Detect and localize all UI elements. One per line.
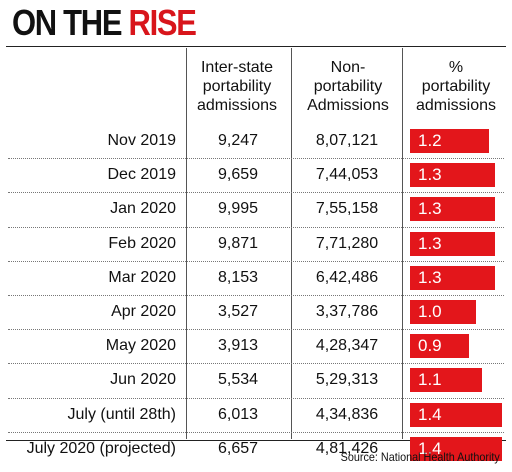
row-interstate-value: 9,871 [217, 234, 259, 252]
row-interstate-value: 9,995 [217, 200, 259, 218]
percent-bar [410, 334, 470, 359]
percent-bar [410, 300, 476, 324]
chart-title: ON THE RISE [12, 2, 197, 43]
header-interstate: Inter-state portability admissions [184, 58, 290, 115]
header-percent: % portability admissions [404, 58, 508, 115]
percent-bar [410, 368, 483, 393]
row-non-portability-value: 7,71,280 [315, 234, 379, 252]
row-separator [8, 329, 504, 331]
source-note: Source: National Health Authority [340, 450, 500, 464]
header-interstate-line-2: portability [202, 78, 272, 95]
header-percent-line-2: portability [421, 78, 491, 95]
row-non-portability-value: 7,55,158 [315, 200, 379, 218]
column-divider-1 [186, 48, 187, 439]
row-interstate-value: 8,153 [217, 268, 259, 286]
percent-bar-label: 1.3 [418, 267, 442, 287]
row-non-portability-value: 8,07,121 [315, 132, 379, 149]
percent-bar-label: 1.0 [418, 302, 442, 321]
row-non-portability-value: 4,81,426 [315, 439, 379, 457]
header-interstate-line-1: Inter-state [200, 59, 274, 76]
title-part-2: RISE [128, 2, 197, 43]
header-non-portability-line-2: portability [313, 78, 383, 95]
percent-bar-label: 1.4 [418, 404, 442, 424]
row-month: Mar 2020 [108, 268, 176, 286]
percent-bar-label: 1.1 [418, 370, 442, 390]
row-non-portability-value: 5,29,313 [315, 371, 379, 389]
row-non-portability-value: 3,37,786 [315, 303, 379, 320]
row-separator [8, 397, 504, 399]
row-separator [8, 431, 504, 433]
percent-bar-label: 1.4 [418, 438, 442, 458]
header-non-portability: Non- portability Admissions [294, 58, 402, 115]
percent-bar-label: 1.2 [418, 131, 442, 150]
row-interstate-value: 6,657 [217, 439, 259, 457]
row-non-portability-value: 7,44,053 [315, 166, 379, 184]
row-month: July 2020 (projected) [26, 439, 176, 457]
row-non-portability-value: 4,28,347 [315, 337, 379, 355]
percent-bar [410, 197, 496, 222]
row-month: Jun 2020 [110, 371, 176, 389]
percent-bar-label: 1.3 [418, 233, 442, 253]
row-month: Dec 2019 [107, 166, 177, 184]
column-divider-3 [402, 48, 403, 439]
percent-bar [410, 402, 502, 427]
percent-bar [410, 129, 489, 153]
row-separator [8, 260, 504, 262]
percent-bar-label: 0.9 [418, 336, 442, 356]
row-interstate-value: 9,247 [217, 132, 259, 149]
percent-bar [410, 231, 496, 256]
row-separator [8, 363, 504, 365]
row-month: May 2020 [105, 337, 176, 355]
header-non-portability-line-3: Admissions [307, 97, 389, 114]
header-non-portability-line-1: Non- [330, 59, 366, 76]
row-separator [8, 158, 504, 160]
table-frame [6, 46, 506, 441]
row-interstate-value: 6,013 [217, 405, 259, 423]
percent-bar [410, 265, 496, 290]
row-non-portability-value: 6,42,486 [315, 268, 379, 286]
row-non-portability-value: 4,34,836 [315, 405, 379, 423]
title-part-1: ON THE [12, 2, 123, 43]
row-month: Nov 2019 [107, 132, 177, 149]
row-month: July (until 28th) [67, 405, 177, 423]
percent-bar-label: 1.3 [418, 199, 442, 219]
header-interstate-line-3: admissions [196, 97, 278, 114]
percent-bar [410, 163, 496, 188]
row-separator [8, 226, 504, 228]
row-interstate-value: 3,527 [217, 303, 259, 320]
row-month: Feb 2020 [108, 234, 176, 252]
row-separator [8, 192, 504, 194]
row-interstate-value: 5,534 [217, 371, 259, 389]
row-month: Jan 2020 [110, 200, 176, 218]
column-divider-2 [291, 48, 292, 439]
row-separator [8, 295, 504, 296]
row-interstate-value: 3,913 [217, 337, 259, 355]
percent-bar [410, 436, 502, 461]
header-percent-line-1: % [448, 59, 464, 76]
header-percent-line-3: admissions [415, 97, 497, 114]
percent-bar-label: 1.3 [418, 165, 442, 185]
row-interstate-value: 9,659 [217, 166, 259, 184]
row-month: Apr 2020 [111, 303, 176, 320]
